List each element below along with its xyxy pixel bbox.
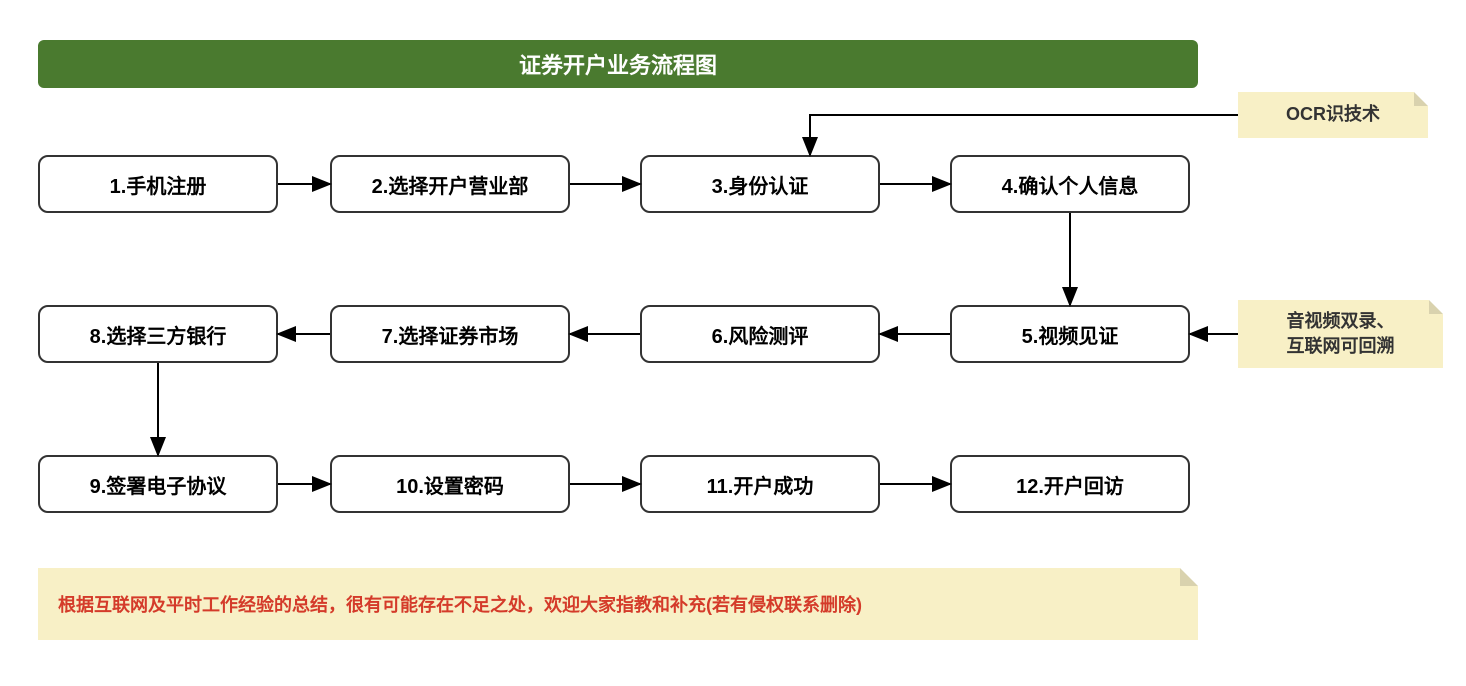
step-label: 5.视频见证 — [1022, 320, 1119, 349]
step-label: 1.手机注册 — [110, 170, 207, 199]
step-s1: 1.手机注册 — [38, 155, 278, 213]
note-n1: OCR识技术 — [1238, 92, 1428, 138]
step-s10: 10.设置密码 — [330, 455, 570, 513]
step-s6: 6.风险测评 — [640, 305, 880, 363]
step-s5: 5.视频见证 — [950, 305, 1190, 363]
title-text: 证券开户业务流程图 — [519, 48, 717, 80]
step-s12: 12.开户回访 — [950, 455, 1190, 513]
step-label: 9.签署电子协议 — [90, 470, 227, 499]
step-label: 8.选择三方银行 — [90, 320, 227, 349]
step-label: 10.设置密码 — [396, 470, 504, 499]
footer-note: 根据互联网及平时工作经验的总结，很有可能存在不足之处，欢迎大家指教和补充(若有侵… — [38, 568, 1198, 640]
step-s7: 7.选择证券市场 — [330, 305, 570, 363]
step-label: 7.选择证券市场 — [382, 320, 519, 349]
step-label: 12.开户回访 — [1016, 470, 1124, 499]
note-label: OCR识技术 — [1286, 102, 1380, 127]
flowchart-canvas: 证券开户业务流程图 1.手机注册 2.选择开户营业部 3.身份认证 4.确认个人信息 5… — [0, 0, 1466, 686]
step-label: 2.选择开户营业部 — [372, 170, 529, 199]
note-n2: 音视频双录、 互联网可回溯 — [1238, 300, 1443, 368]
step-label: 4.确认个人信息 — [1002, 170, 1139, 199]
step-s8: 8.选择三方银行 — [38, 305, 278, 363]
step-s4: 4.确认个人信息 — [950, 155, 1190, 213]
step-s3: 3.身份认证 — [640, 155, 880, 213]
note-label: 音视频双录、 互联网可回溯 — [1287, 309, 1395, 359]
title-bar: 证券开户业务流程图 — [38, 40, 1198, 88]
arrow-a12 — [810, 115, 1238, 155]
step-s11: 11.开户成功 — [640, 455, 880, 513]
footer-text: 根据互联网及平时工作经验的总结，很有可能存在不足之处，欢迎大家指教和补充(若有侵… — [58, 591, 862, 617]
step-label: 11.开户成功 — [707, 470, 814, 499]
step-s2: 2.选择开户营业部 — [330, 155, 570, 213]
step-label: 3.身份认证 — [712, 170, 809, 199]
step-label: 6.风险测评 — [712, 320, 809, 349]
step-s9: 9.签署电子协议 — [38, 455, 278, 513]
